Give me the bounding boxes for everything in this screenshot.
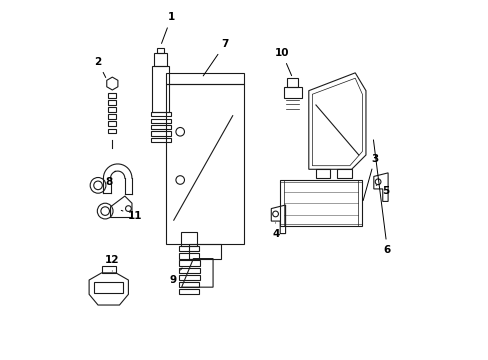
Text: 7: 7 xyxy=(203,39,228,76)
Text: 2: 2 xyxy=(94,57,105,77)
Text: 4: 4 xyxy=(272,223,280,239)
Text: 1: 1 xyxy=(161,13,175,44)
Text: 3: 3 xyxy=(363,154,378,201)
Text: 12: 12 xyxy=(105,255,120,271)
Text: 11: 11 xyxy=(121,210,142,221)
Text: 6: 6 xyxy=(373,140,390,255)
Text: 5: 5 xyxy=(375,185,388,196)
Text: 10: 10 xyxy=(274,48,291,76)
Text: 8: 8 xyxy=(105,171,115,187)
Text: 9: 9 xyxy=(169,268,182,285)
